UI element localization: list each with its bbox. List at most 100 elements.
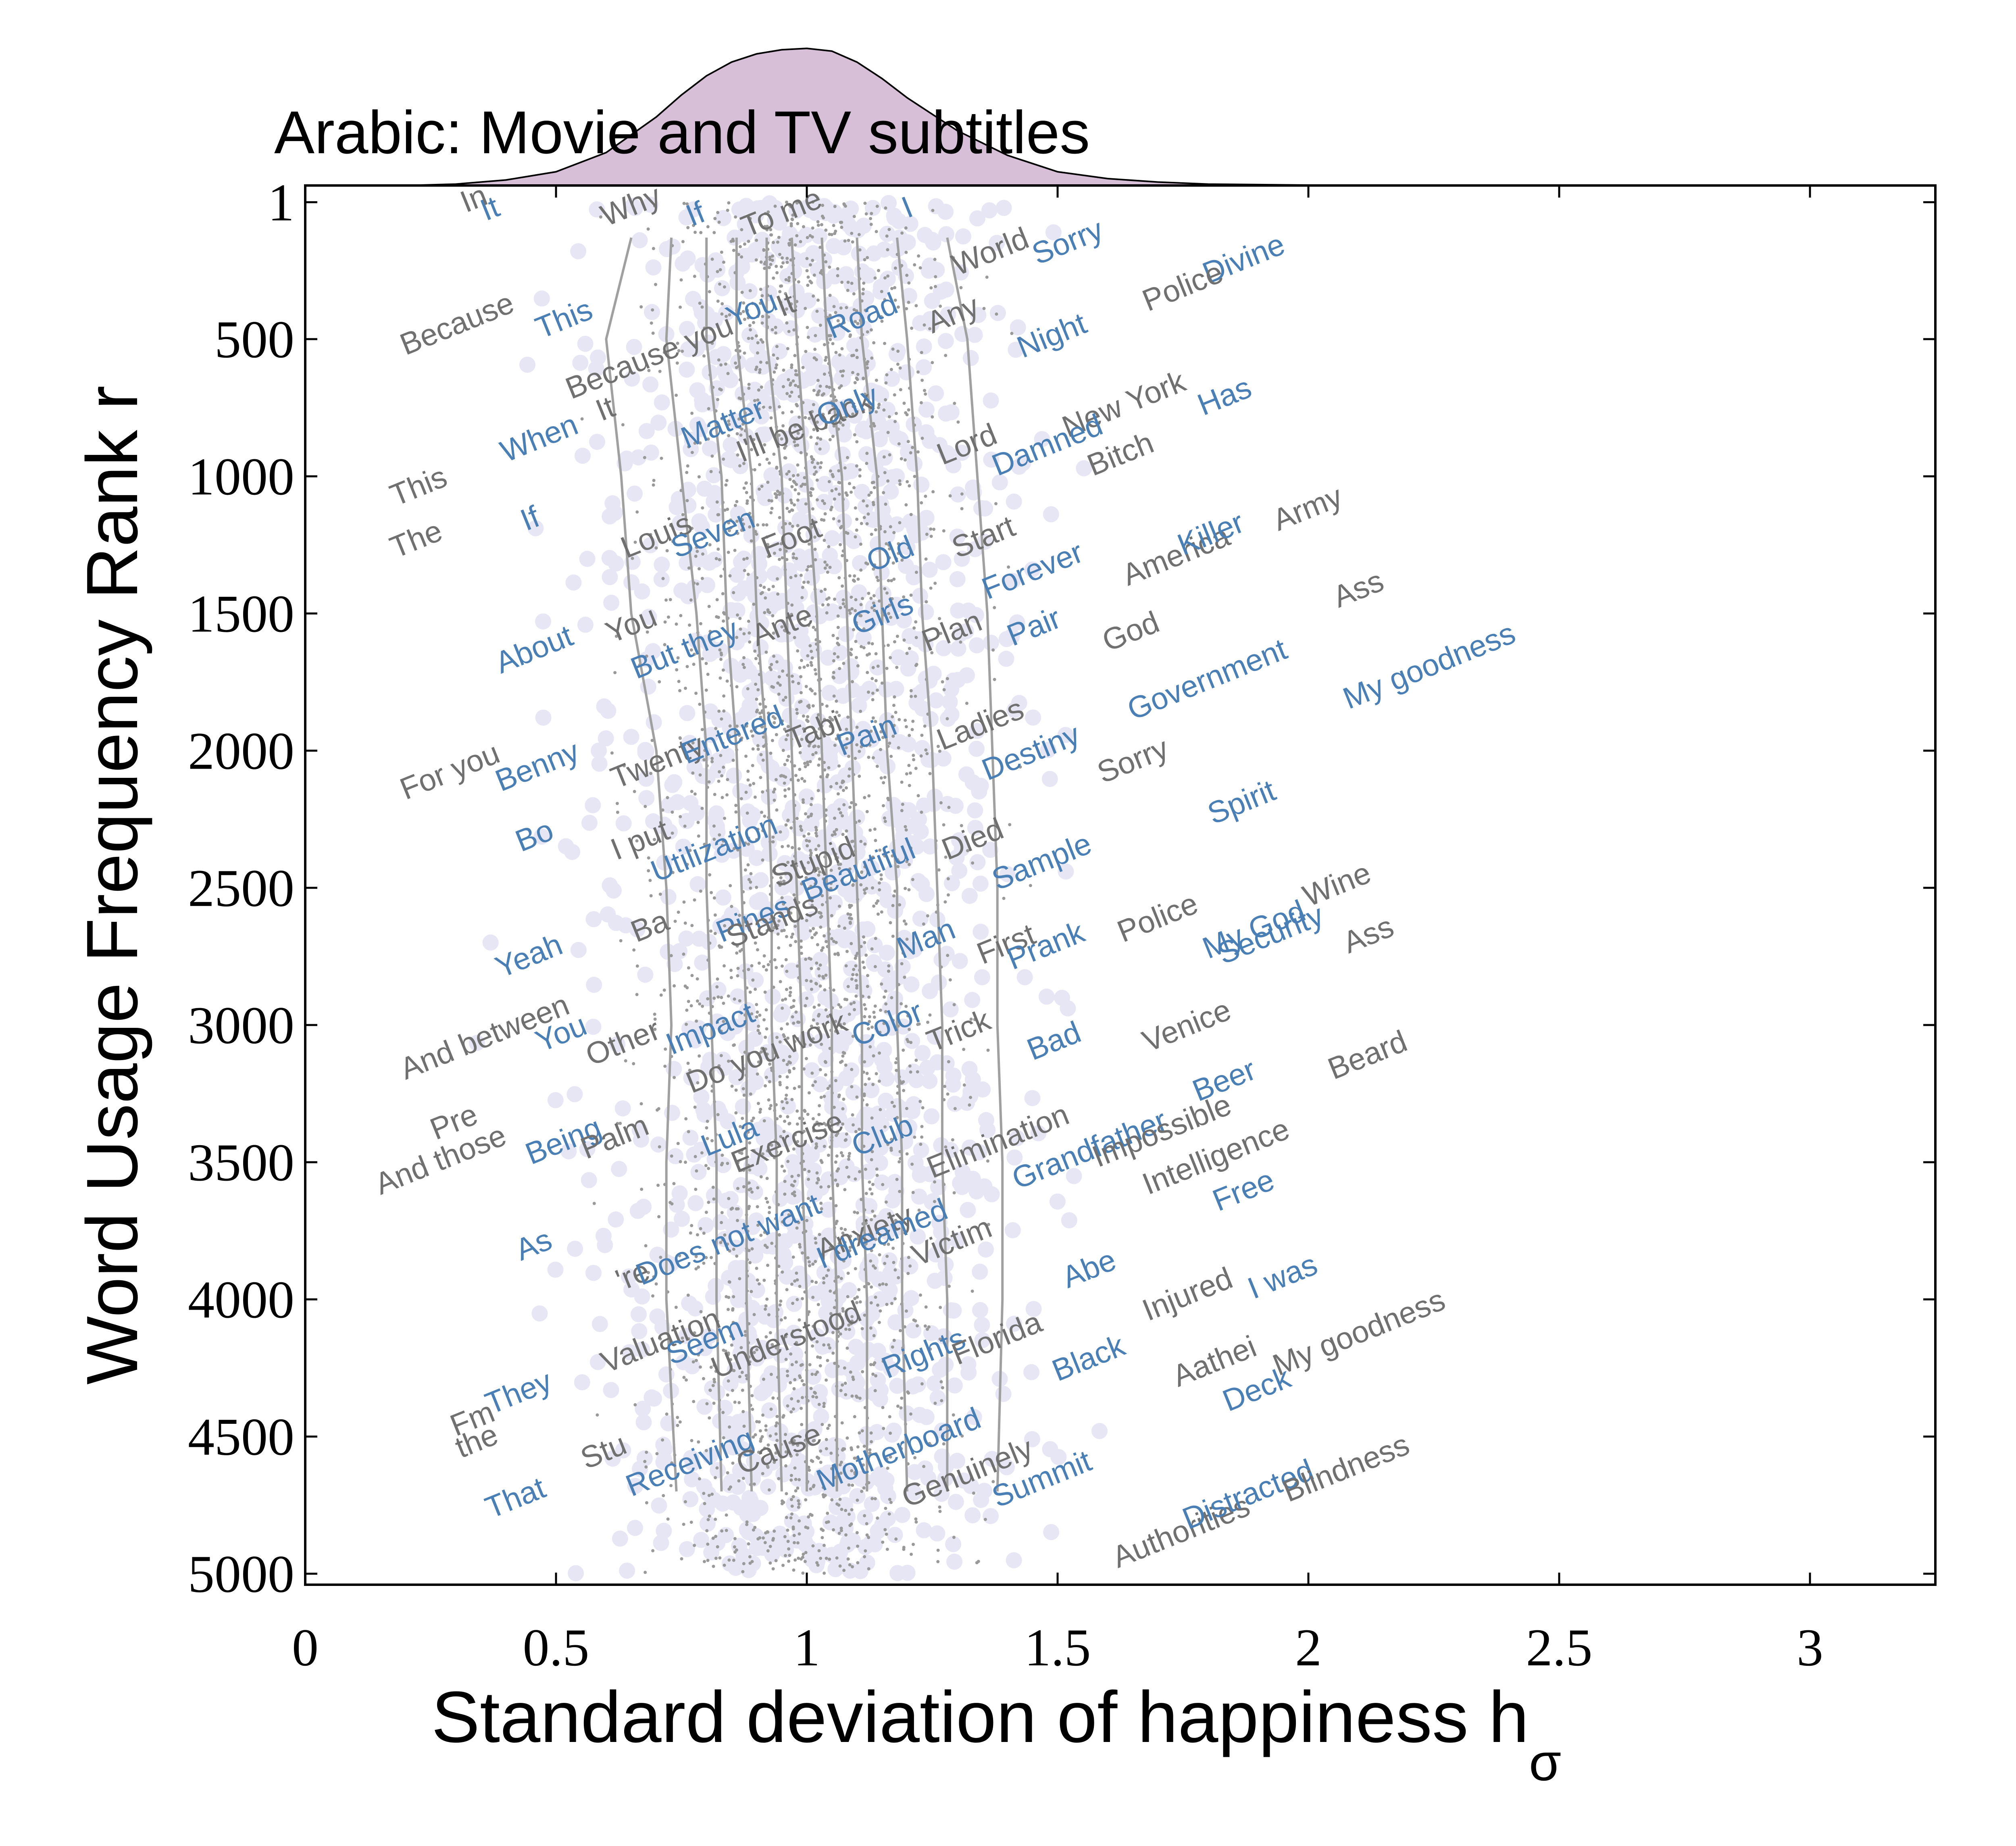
scatter-point-bg: [1008, 342, 1024, 358]
scatter-point: [898, 479, 902, 483]
scatter-point-bg: [889, 1339, 906, 1356]
scatter-point: [806, 283, 810, 287]
scatter-point-bg: [586, 977, 602, 993]
scatter-point: [745, 491, 748, 494]
scatter-point: [848, 767, 852, 771]
scatter-point: [780, 964, 784, 968]
scatter-point: [790, 508, 793, 512]
scatter-point-bg: [1061, 1212, 1077, 1229]
scatter-point: [929, 586, 933, 590]
scatter-point-bg: [575, 448, 591, 464]
scatter-point-bg: [955, 228, 971, 245]
scatter-point: [824, 356, 828, 359]
scatter-point: [885, 1548, 889, 1551]
scatter-point: [785, 506, 789, 510]
scatter-point: [793, 1179, 797, 1183]
scatter-point-bg: [983, 1508, 999, 1524]
scatter-point: [911, 719, 915, 723]
scatter-point: [800, 1379, 804, 1383]
scatter-point-bg: [797, 854, 814, 871]
scatter-point-bg: [883, 419, 900, 435]
scatter-point: [769, 1104, 773, 1107]
scatter-point: [851, 680, 854, 683]
scatter-point: [786, 347, 789, 350]
scatter-point-bg: [585, 911, 602, 927]
scatter-point: [841, 598, 845, 602]
scatter-point: [814, 831, 818, 835]
scatter-point-bg: [916, 1522, 932, 1538]
scatter-point-bg: [533, 828, 550, 845]
scatter-point-bg: [629, 1203, 646, 1219]
scatter-point: [741, 1087, 745, 1090]
scatter-point-bg: [878, 1472, 895, 1488]
word-label: As: [510, 1222, 556, 1267]
scatter-point: [854, 535, 857, 539]
scatter-point-bg: [798, 788, 815, 805]
scatter-point: [863, 842, 867, 846]
scatter-point: [865, 1103, 869, 1106]
scatter-point-bg: [706, 552, 723, 568]
scatter-point: [830, 1498, 834, 1502]
scatter-point: [813, 933, 816, 936]
scatter-point: [797, 280, 800, 283]
word-label: They: [481, 1364, 557, 1421]
scatter-point: [854, 640, 858, 643]
scatter-point: [931, 361, 934, 365]
scatter-point: [915, 1324, 919, 1327]
scatter-point: [821, 603, 825, 607]
scatter-point: [883, 342, 886, 345]
scatter-point: [857, 233, 861, 236]
scatter-point: [715, 985, 719, 989]
scatter-point-bg: [738, 705, 755, 722]
scatter-point-bg: [577, 335, 594, 352]
scatter-point-bg: [634, 583, 650, 600]
scatter-point-bg: [950, 486, 966, 503]
scatter-point: [802, 1383, 806, 1386]
scatter-point: [808, 279, 812, 283]
scatter-point: [781, 1270, 784, 1274]
scatter-point: [698, 702, 702, 706]
scatter-point: [850, 977, 854, 981]
scatter-point: [824, 228, 828, 232]
scatter-point: [673, 1076, 676, 1079]
scatter-point: [873, 276, 877, 280]
scatter-point: [796, 779, 800, 782]
scatter-point: [753, 649, 757, 653]
scatter-point: [780, 1499, 784, 1503]
scatter-point: [844, 1508, 848, 1512]
scatter-point: [943, 900, 947, 904]
scatter-point: [777, 1477, 781, 1480]
scatter-point: [866, 653, 869, 657]
scatter-point-bg: [964, 992, 981, 1008]
scatter-point: [811, 704, 815, 708]
scatter-point: [822, 1276, 825, 1280]
scatter-point: [810, 656, 814, 660]
scatter-point: [889, 1500, 893, 1504]
scatter-point-bg: [795, 1142, 812, 1158]
scatter-point-bg: [881, 195, 897, 211]
scatter-point: [931, 490, 935, 494]
scatter-point-bg: [949, 571, 966, 588]
scatter-point: [866, 985, 869, 988]
scatter-point: [833, 497, 836, 501]
scatter-point: [829, 1289, 832, 1293]
scatter-point: [938, 1505, 941, 1509]
scatter-point-bg: [619, 1563, 635, 1579]
scatter-point-bg: [1006, 1552, 1022, 1569]
scatter-point: [708, 1514, 711, 1518]
scatter-point: [846, 912, 850, 916]
scatter-point: [821, 975, 825, 978]
scatter-point: [658, 680, 661, 683]
word-label: My goodness: [1268, 1283, 1450, 1383]
scatter-point: [790, 1512, 793, 1516]
scatter-point-bg: [798, 957, 814, 973]
scatter-point: [721, 592, 725, 596]
scatter-point: [752, 1482, 756, 1486]
scatter-point-bg: [603, 594, 620, 611]
scatter-point: [796, 498, 800, 502]
scatter-point: [870, 1192, 874, 1196]
scatter-point-bg: [706, 493, 722, 509]
scatter-point-bg: [635, 1400, 651, 1417]
scatter-point-bg: [917, 227, 933, 243]
scatter-point: [663, 1065, 667, 1068]
